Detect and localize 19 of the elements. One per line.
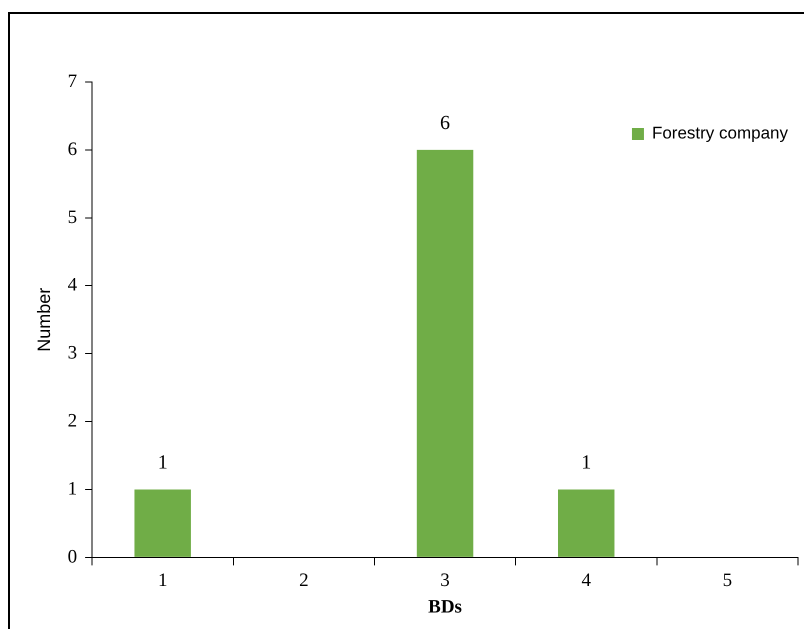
y-tick-label: 4 [68, 274, 78, 296]
x-tick-label: 3 [440, 570, 450, 591]
x-tick-label: 5 [722, 570, 732, 591]
y-tick-label: 1 [68, 478, 78, 500]
y-tick-label: 7 [68, 70, 78, 92]
y-tick-label: 0 [68, 546, 78, 568]
x-tick-label: 2 [299, 570, 309, 591]
x-axis-title: BDs [428, 596, 462, 618]
y-tick-label: 5 [68, 206, 78, 228]
data-label: 6 [440, 112, 450, 134]
x-tick-label: 1 [158, 570, 168, 591]
data-label: 1 [158, 452, 168, 474]
data-label: 1 [581, 452, 592, 474]
y-tick-label: 6 [68, 138, 78, 160]
x-tick-label: 4 [581, 570, 592, 591]
y-tick-label: 3 [68, 342, 78, 364]
y-axis-title: Number [34, 288, 54, 352]
legend-label: Forestry company [652, 124, 788, 143]
y-tick-label: 2 [68, 410, 78, 432]
